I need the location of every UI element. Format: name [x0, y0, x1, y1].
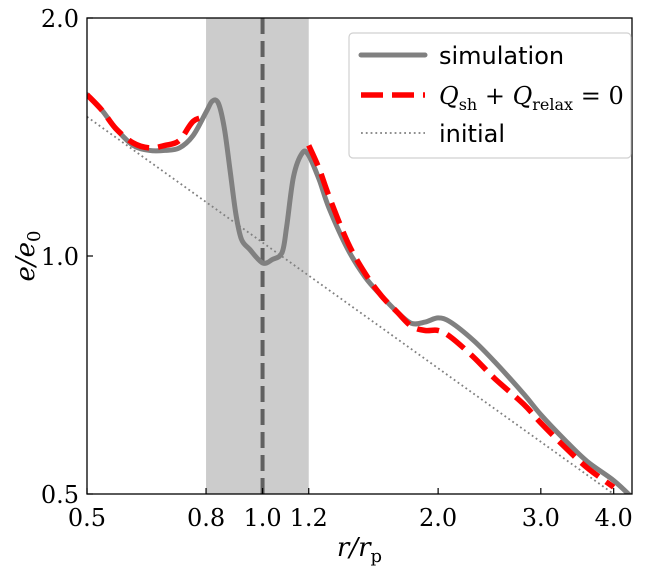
series-dashed-segment-1	[87, 92, 207, 151]
legend-box	[348, 32, 632, 159]
x-tick-label: 0.5	[68, 504, 106, 532]
tick-layer: 0.5 0.8 1.0 1.2 2.0 3.0 4.0 0.5 1.0 2.0	[41, 5, 633, 532]
x-tick-label: 4.0	[595, 504, 633, 532]
y-tick-label: 1.0	[41, 243, 79, 271]
y-tick-label: 0.5	[41, 481, 79, 509]
y-tick-label: 2.0	[41, 5, 79, 33]
x-tick-label: 2.0	[419, 504, 457, 532]
y-axis-label: e/e0​	[11, 231, 45, 282]
series-initial-line	[87, 116, 615, 494]
x-axis-label: r/rp​	[337, 533, 382, 567]
series-dashed-segment-2	[306, 144, 616, 490]
legend-entry-label: simulation	[439, 42, 564, 70]
legend-entry-label: Qsh​ + Qrelax​ = 0	[439, 82, 624, 114]
series-layer	[87, 92, 632, 494]
x-tick-label: 0.8	[187, 504, 225, 532]
x-tick-label: 1.2	[290, 504, 328, 532]
series-simulation-line	[87, 92, 632, 494]
x-tick-label: 1.0	[243, 504, 281, 532]
x-tick-label: 3.0	[522, 504, 560, 532]
legend: simulation Qsh​ + Qrelax​ = 0 initial	[348, 32, 632, 159]
axis-label-layer: r/rp​ e/e0​	[11, 231, 382, 568]
legend-entry-label: initial	[439, 120, 505, 148]
